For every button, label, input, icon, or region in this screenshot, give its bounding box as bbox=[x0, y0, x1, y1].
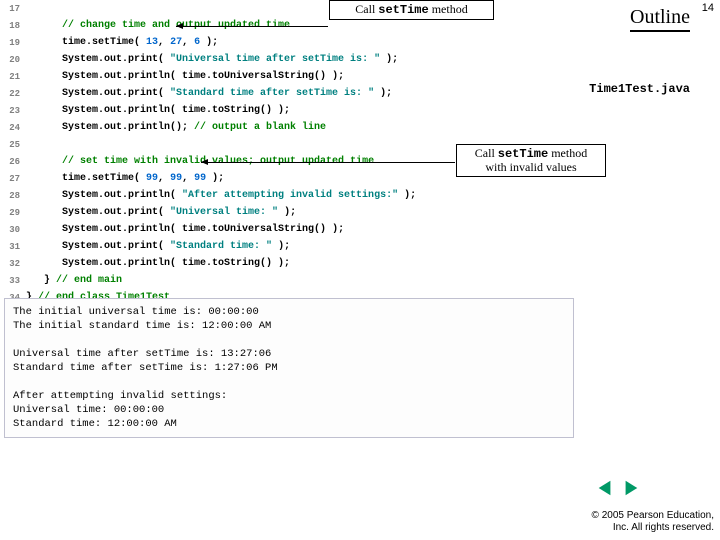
code-line: 32 System.out.println( time.toString() )… bbox=[4, 255, 574, 272]
callout-text: method bbox=[429, 2, 468, 16]
page-number: 14 bbox=[702, 2, 714, 14]
code-content: System.out.print( "Standard time after s… bbox=[26, 88, 392, 99]
code-content: System.out.print( "Standard time: " ); bbox=[26, 241, 290, 252]
line-number: 20 bbox=[4, 55, 26, 65]
line-number: 30 bbox=[4, 225, 26, 235]
callout-settime: Call setTime method bbox=[329, 0, 494, 20]
line-number: 18 bbox=[4, 21, 26, 31]
code-content bbox=[26, 139, 62, 150]
line-number: 32 bbox=[4, 259, 26, 269]
line-number: 28 bbox=[4, 191, 26, 201]
code-content: System.out.print( "Universal time: " ); bbox=[26, 207, 296, 218]
line-number: 24 bbox=[4, 123, 26, 133]
code-line: 33 } // end main bbox=[4, 272, 574, 289]
code-content: System.out.println( time.toString() ); bbox=[26, 105, 290, 116]
line-number: 23 bbox=[4, 106, 26, 116]
copyright-line: Inc. All rights reserved. bbox=[613, 522, 714, 533]
callout-text: Call bbox=[475, 146, 498, 160]
code-content: } // end main bbox=[26, 275, 122, 286]
code-content bbox=[26, 3, 62, 14]
code-line: 31 System.out.print( "Standard time: " )… bbox=[4, 238, 574, 255]
arrow-icon bbox=[201, 162, 455, 163]
arrow-icon bbox=[176, 26, 328, 27]
callout-text: with invalid values bbox=[485, 160, 576, 174]
code-content: time.setTime( 99, 99, 99 ); bbox=[26, 173, 224, 184]
code-line: 21 System.out.println( time.toUniversalS… bbox=[4, 68, 574, 85]
outline-heading: Outline bbox=[630, 6, 690, 32]
line-number: 19 bbox=[4, 38, 26, 48]
code-line: 23 System.out.println( time.toString() )… bbox=[4, 102, 574, 119]
code-line: 30 System.out.println( time.toUniversalS… bbox=[4, 221, 574, 238]
line-number: 22 bbox=[4, 89, 26, 99]
line-number: 21 bbox=[4, 72, 26, 82]
line-number: 33 bbox=[4, 276, 26, 286]
code-content: System.out.println( "After attempting in… bbox=[26, 190, 416, 201]
line-number: 31 bbox=[4, 242, 26, 252]
code-line: 29 System.out.print( "Universal time: " … bbox=[4, 204, 574, 221]
code-content: System.out.println( time.toUniversalStri… bbox=[26, 71, 344, 82]
callout-mono: setTime bbox=[378, 3, 428, 17]
copyright-line: © 2005 Pearson Education, bbox=[592, 510, 714, 521]
next-button[interactable] bbox=[620, 478, 642, 498]
copyright-text: © 2005 Pearson Education, Inc. All right… bbox=[592, 510, 714, 534]
code-line: 24 System.out.println(); // output a bla… bbox=[4, 119, 574, 136]
code-line: 19 time.setTime( 13, 27, 6 ); bbox=[4, 34, 574, 51]
prev-button[interactable] bbox=[594, 478, 616, 498]
callout-text: method bbox=[548, 146, 587, 160]
console-output: The initial universal time is: 00:00:00 … bbox=[4, 298, 574, 438]
code-line: 22 System.out.print( "Standard time afte… bbox=[4, 85, 574, 102]
line-number: 17 bbox=[4, 4, 26, 14]
code-content: System.out.println( time.toString() ); bbox=[26, 258, 290, 269]
line-number: 29 bbox=[4, 208, 26, 218]
callout-settime-invalid: Call setTime method with invalid values bbox=[456, 144, 606, 177]
filename-label: Time1Test.java bbox=[589, 82, 690, 96]
code-content: time.setTime( 13, 27, 6 ); bbox=[26, 37, 218, 48]
line-number: 26 bbox=[4, 157, 26, 167]
line-number: 27 bbox=[4, 174, 26, 184]
line-number: 25 bbox=[4, 140, 26, 150]
code-line: 28 System.out.println( "After attempting… bbox=[4, 187, 574, 204]
code-line: 20 System.out.print( "Universal time aft… bbox=[4, 51, 574, 68]
code-content: System.out.println( time.toUniversalStri… bbox=[26, 224, 344, 235]
nav-buttons bbox=[594, 478, 642, 498]
code-content: System.out.print( "Universal time after … bbox=[26, 54, 398, 65]
code-content: System.out.println(); // output a blank … bbox=[26, 122, 326, 133]
callout-text: Call bbox=[355, 2, 378, 16]
callout-mono: setTime bbox=[498, 147, 548, 161]
